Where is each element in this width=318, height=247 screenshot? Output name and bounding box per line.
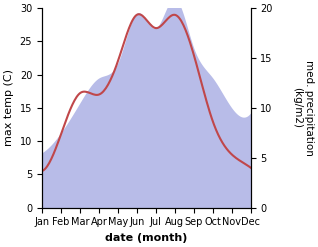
Y-axis label: max temp (C): max temp (C) (4, 69, 14, 146)
X-axis label: date (month): date (month) (105, 233, 188, 243)
Y-axis label: med. precipitation
(kg/m2): med. precipitation (kg/m2) (292, 60, 314, 156)
